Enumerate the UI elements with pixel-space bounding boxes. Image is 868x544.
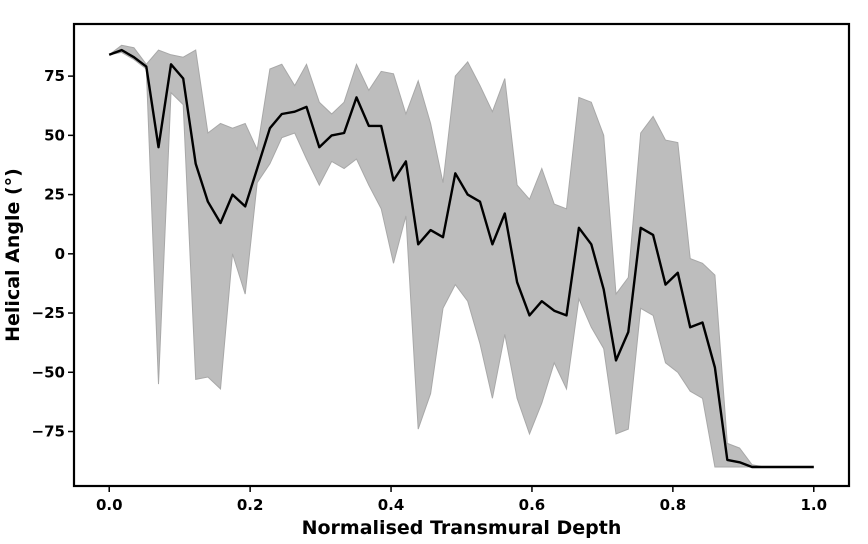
x-tick-label: 0.4 [378,496,405,514]
range-band-layer [108,44,814,468]
y-tick-label: −50 [32,363,65,381]
x-tick-label: 1.0 [800,496,827,514]
y-axis-label: Helical Angle (°) [2,168,24,342]
x-axis-ticks: 0.0 0.2 0.4 0.6 0.8 1.0 [96,486,827,514]
y-tick-label: −25 [32,304,65,322]
y-tick-label: 0 [55,245,65,263]
x-tick-label: 0.6 [519,496,546,514]
plot-frame [72,22,851,488]
series-line-mean [108,48,814,469]
x-tick-label: 0.2 [237,496,264,514]
x-axis-label: Normalised Transmural Depth [302,517,622,539]
y-axis-ticks: 75 50 25 0 −25 −50 −75 [32,67,74,441]
y-tick-label: 25 [44,186,65,204]
y-tick-label: 50 [44,126,65,144]
mean-line-layer [108,48,814,469]
x-tick-label: 0.8 [660,496,687,514]
y-tick-label: −75 [32,423,65,441]
y-tick-label: 75 [44,67,65,85]
x-tick-label: 0.0 [96,496,123,514]
range-band [108,44,814,468]
